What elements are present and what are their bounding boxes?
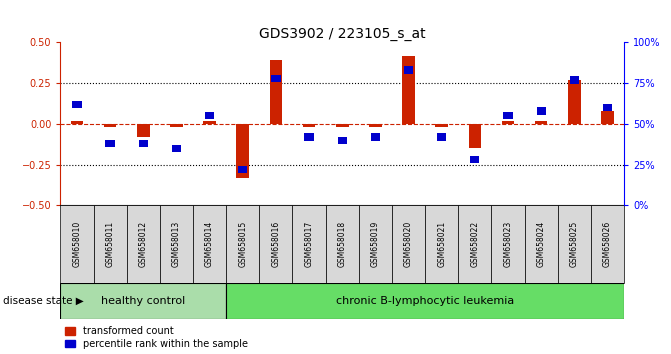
Text: GSM658025: GSM658025 xyxy=(570,221,579,267)
Bar xyxy=(402,56,415,124)
Bar xyxy=(369,124,382,127)
Text: GSM658024: GSM658024 xyxy=(537,221,546,267)
Bar xyxy=(491,205,525,283)
Text: GSM658021: GSM658021 xyxy=(437,221,446,267)
Bar xyxy=(468,124,481,148)
Bar xyxy=(591,205,624,283)
Bar xyxy=(270,61,282,124)
Text: GSM658018: GSM658018 xyxy=(338,221,347,267)
Text: GSM658026: GSM658026 xyxy=(603,221,612,267)
Title: GDS3902 / 223105_s_at: GDS3902 / 223105_s_at xyxy=(259,28,425,41)
Bar xyxy=(271,75,280,82)
Bar xyxy=(137,124,150,137)
Bar xyxy=(303,124,315,127)
Bar xyxy=(458,205,491,283)
Bar xyxy=(425,205,458,283)
Bar xyxy=(160,205,193,283)
Text: GSM658019: GSM658019 xyxy=(371,221,380,267)
Bar xyxy=(238,166,248,173)
Bar xyxy=(105,140,115,147)
Bar xyxy=(236,124,249,178)
Bar xyxy=(568,80,580,124)
Text: GSM658012: GSM658012 xyxy=(139,221,148,267)
Bar xyxy=(338,137,347,144)
Bar xyxy=(503,112,513,119)
Bar xyxy=(93,205,127,283)
Bar xyxy=(325,205,359,283)
Bar xyxy=(336,124,348,127)
Bar xyxy=(172,145,181,152)
Bar xyxy=(437,133,446,141)
Bar xyxy=(205,112,214,119)
Text: GSM658015: GSM658015 xyxy=(238,221,247,267)
Bar xyxy=(370,133,380,141)
Text: GSM658010: GSM658010 xyxy=(72,221,81,267)
Bar xyxy=(603,104,612,111)
Bar xyxy=(570,76,579,84)
Bar xyxy=(72,101,82,108)
Bar xyxy=(60,205,93,283)
Bar xyxy=(226,205,259,283)
Text: GSM658020: GSM658020 xyxy=(404,221,413,267)
Bar xyxy=(226,283,624,319)
Text: GSM658016: GSM658016 xyxy=(271,221,280,267)
Bar xyxy=(60,283,226,319)
Text: GSM658013: GSM658013 xyxy=(172,221,181,267)
Text: GSM658011: GSM658011 xyxy=(105,221,115,267)
Text: healthy control: healthy control xyxy=(101,296,185,306)
Bar xyxy=(70,121,83,124)
Bar xyxy=(470,156,480,164)
Bar xyxy=(525,205,558,283)
Bar xyxy=(127,205,160,283)
Bar xyxy=(435,124,448,127)
Bar xyxy=(535,121,548,124)
Bar xyxy=(404,67,413,74)
Bar xyxy=(392,205,425,283)
Text: GSM658014: GSM658014 xyxy=(205,221,214,267)
Text: GSM658017: GSM658017 xyxy=(305,221,313,267)
Bar xyxy=(203,121,216,124)
Legend: transformed count, percentile rank within the sample: transformed count, percentile rank withi… xyxy=(65,326,248,349)
Bar xyxy=(170,124,183,127)
Bar xyxy=(104,124,117,127)
Text: GSM658022: GSM658022 xyxy=(470,221,479,267)
Bar xyxy=(601,111,614,124)
Text: chronic B-lymphocytic leukemia: chronic B-lymphocytic leukemia xyxy=(336,296,514,306)
Bar xyxy=(305,133,314,141)
Bar xyxy=(293,205,325,283)
Bar xyxy=(259,205,293,283)
Bar xyxy=(359,205,392,283)
Bar xyxy=(139,140,148,147)
Bar xyxy=(502,121,514,124)
Text: GSM658023: GSM658023 xyxy=(503,221,513,267)
Bar xyxy=(537,107,546,115)
Text: disease state ▶: disease state ▶ xyxy=(3,296,84,306)
Bar xyxy=(193,205,226,283)
Bar xyxy=(558,205,591,283)
